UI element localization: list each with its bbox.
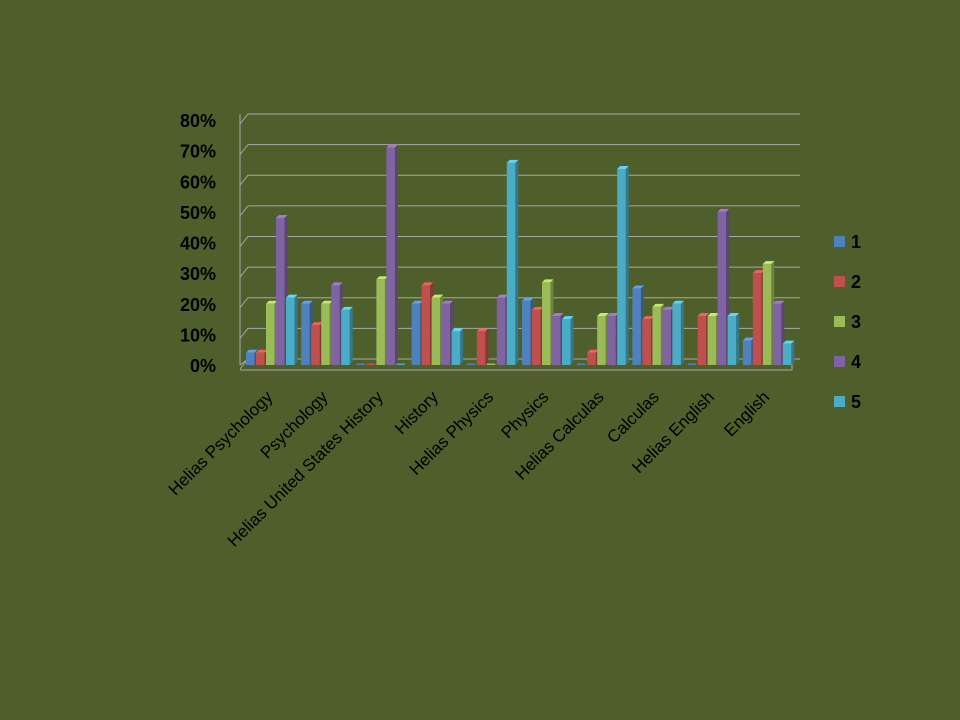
x-category-label: English [720, 387, 773, 440]
gridline [239, 144, 800, 155]
gridline [239, 266, 800, 278]
bar [672, 300, 684, 365]
bar [587, 349, 599, 365]
gridline [239, 113, 800, 125]
y-tick-label: 0% [190, 356, 216, 376]
legend-label: 5 [851, 392, 861, 412]
gridline [239, 174, 800, 186]
bar [396, 363, 405, 365]
bar [356, 363, 365, 365]
legend-item: 3 [834, 312, 861, 332]
bar [597, 313, 609, 365]
bar [276, 215, 288, 365]
bar [331, 282, 343, 365]
bar [617, 166, 629, 365]
bar [366, 363, 375, 365]
gridline [239, 236, 800, 247]
legend-item: 2 [834, 272, 861, 292]
x-category-label: History [391, 387, 442, 438]
legend-swatch [834, 356, 845, 367]
bar [652, 303, 664, 365]
bar [552, 313, 564, 365]
bar [256, 349, 268, 365]
bar [476, 328, 489, 365]
bar [376, 276, 388, 365]
bar [522, 297, 534, 365]
bar [532, 306, 544, 365]
x-category-label: Helias Psychology [165, 387, 277, 499]
bar [632, 285, 644, 365]
legend-label: 4 [851, 352, 861, 372]
bar [687, 363, 697, 365]
legend-swatch [834, 276, 845, 287]
y-tick-label: 40% [180, 234, 216, 254]
bar [506, 159, 519, 365]
bar [727, 313, 740, 365]
bar [386, 144, 398, 365]
y-tick-label: 20% [180, 295, 216, 315]
bar [542, 279, 554, 365]
bar [742, 337, 755, 365]
bar [562, 316, 574, 365]
legend-label: 3 [851, 312, 861, 332]
bar [421, 282, 434, 365]
bar [752, 270, 765, 365]
legend-swatch [834, 396, 845, 407]
x-category-label: Physics [498, 387, 553, 442]
legend-label: 2 [851, 272, 861, 292]
bar [301, 300, 313, 365]
legend: 1 2 3 4 5 [834, 232, 861, 412]
bar [441, 300, 454, 365]
bar [451, 328, 464, 365]
y-tick-label: 60% [180, 172, 216, 192]
bar [466, 363, 476, 365]
legend-item: 5 [834, 392, 861, 412]
bar [772, 300, 785, 365]
bar [642, 316, 654, 365]
bar [411, 300, 424, 365]
bars [246, 144, 795, 365]
bar [286, 294, 298, 365]
bar [496, 294, 509, 365]
bar [341, 306, 353, 365]
bar [577, 363, 586, 365]
bar [607, 313, 619, 365]
gridline [239, 297, 800, 309]
bar [707, 313, 720, 365]
gridline [239, 205, 800, 217]
bar [311, 322, 323, 365]
bar [486, 363, 496, 365]
legend-swatch [834, 236, 845, 247]
bar [266, 300, 278, 365]
legend-swatch [834, 316, 845, 327]
bar [782, 340, 795, 365]
legend-item: 1 [834, 232, 861, 252]
bar [431, 294, 444, 365]
bar [717, 208, 730, 365]
y-tick-label: 30% [180, 264, 216, 284]
bar [321, 300, 333, 365]
y-tick-label: 70% [180, 142, 216, 162]
y-tick-label: 50% [180, 203, 216, 223]
legend-item: 4 [834, 352, 861, 372]
y-tick-label: 10% [180, 325, 216, 345]
bar [697, 313, 710, 365]
y-axis-tick-labels: 0% 10% 20% 30% 40% 50% 60% 70% 80% [180, 111, 216, 376]
bar [662, 306, 674, 365]
legend-label: 1 [851, 232, 861, 252]
y-tick-label: 80% [180, 111, 216, 131]
bar [246, 349, 258, 365]
bar [762, 260, 775, 365]
